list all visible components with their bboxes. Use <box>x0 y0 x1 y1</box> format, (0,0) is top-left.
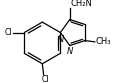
Text: Cl: Cl <box>41 75 49 83</box>
Text: N: N <box>67 47 73 56</box>
Text: Cl: Cl <box>5 28 13 37</box>
Text: CH₃: CH₃ <box>95 37 111 46</box>
Text: CH₂N: CH₂N <box>70 0 92 8</box>
Text: N: N <box>58 35 64 44</box>
